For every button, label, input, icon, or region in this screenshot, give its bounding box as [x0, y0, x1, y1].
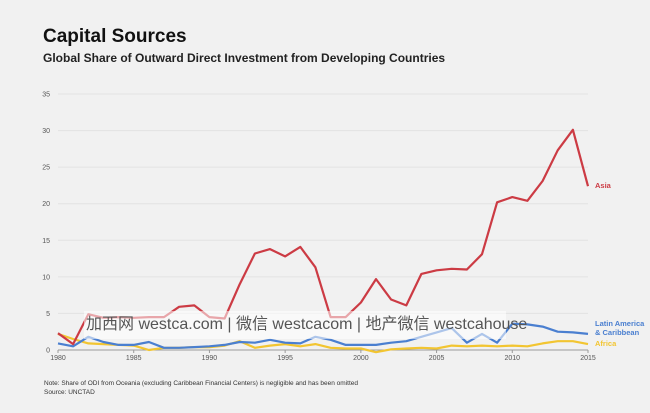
x-tick-label: 2000: [353, 355, 369, 362]
x-tick-label: 1990: [202, 355, 218, 362]
y-tick-label: 30: [42, 128, 50, 135]
y-axis-ticks: 0 5 10 15 20 25 30 35: [42, 92, 50, 355]
series-labels: Asia Latin America& Caribbean Africa: [595, 181, 645, 348]
chart-title: Capital Sources: [43, 26, 187, 47]
footnote: Note: Share of ODI from Oceania (excludi…: [44, 379, 358, 397]
y-tick-label: 25: [42, 165, 50, 172]
x-tick-label: 2005: [429, 355, 445, 362]
x-tick-label: 1980: [50, 355, 66, 362]
y-tick-label: 20: [42, 201, 50, 208]
footnote-source: Source: UNCTAD: [44, 389, 95, 396]
x-tick-label: 2015: [580, 355, 596, 362]
series-label-africa: Africa: [595, 339, 617, 348]
series-label-latin-america-caribbean: & Caribbean: [595, 328, 640, 337]
x-tick-label: 1985: [126, 355, 142, 362]
gridlines: [58, 93, 588, 314]
y-tick-label: 10: [42, 274, 50, 281]
series-label-asia: Asia: [595, 181, 612, 190]
series-line-africa: [57, 332, 589, 354]
y-tick-label: 5: [46, 311, 50, 318]
x-tick-label: 1995: [277, 355, 293, 362]
y-tick-label: 0: [46, 348, 50, 355]
chart-subtitle: Global Share of Outward Direct Investmen…: [43, 51, 446, 65]
x-tick-label: 2010: [504, 355, 520, 362]
watermark-overlay: 加西网 westca.com | 微信 westcacom | 地产微信 wes…: [84, 311, 527, 339]
footnote-note: Note: Share of ODI from Oceania (excludi…: [44, 380, 358, 387]
series-label-latin-america-caribbean: Latin America: [595, 319, 645, 328]
y-tick-label: 15: [42, 238, 50, 245]
y-tick-label: 35: [42, 92, 50, 99]
x-axis-ticks: 1980 1985 1990 1995 2000 2005 2010 2015: [50, 350, 596, 362]
